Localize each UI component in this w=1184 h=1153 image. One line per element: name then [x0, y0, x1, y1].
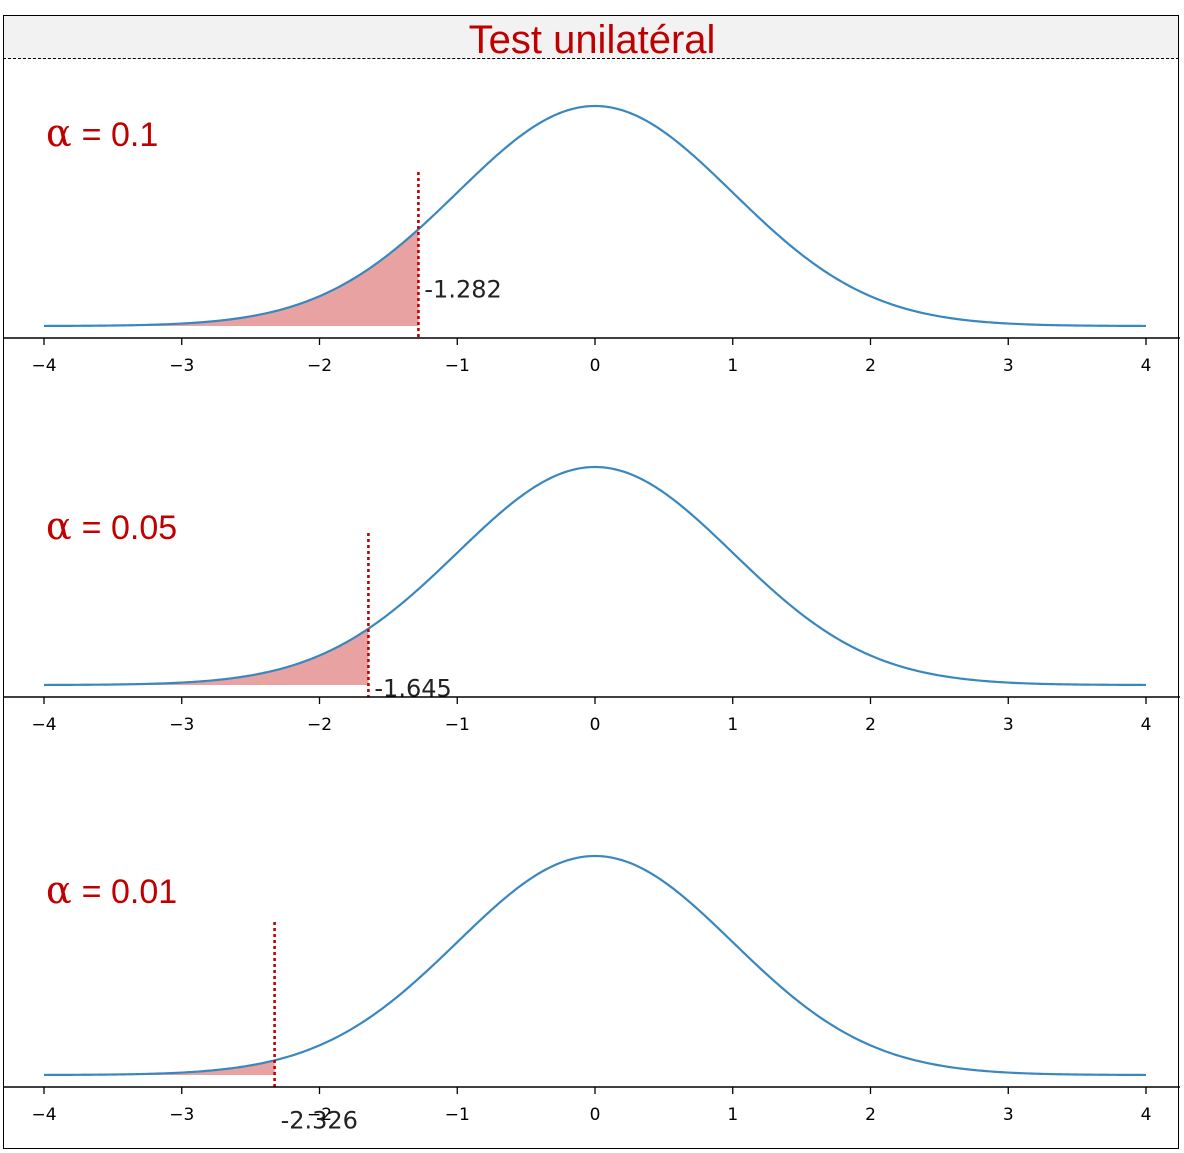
x-tick-label: 1: [727, 1105, 738, 1125]
x-tick-label: 0: [590, 715, 601, 735]
chart-panel-1: -1.282 −4 −3 −2 −1 0 1 2 3 4 α = 0.1: [4, 104, 1180, 376]
title-bar: [3, 15, 1179, 59]
x-tick-label: −2: [307, 1105, 332, 1125]
alpha-symbol: α: [46, 868, 72, 912]
x-tick-label: 2: [865, 356, 876, 376]
x-tick-label: −4: [31, 715, 56, 735]
alpha-value: = 0.1: [82, 116, 159, 154]
x-tick-label: −2: [307, 715, 332, 735]
alpha-label: α = 0.01: [46, 868, 177, 912]
x-tick-label: −3: [169, 715, 194, 735]
x-tick-label: −3: [169, 1105, 194, 1125]
x-tick-label: 0: [590, 1105, 601, 1125]
x-tick-label: 4: [1141, 1105, 1152, 1125]
critical-value-label: -2.326: [281, 1106, 358, 1134]
x-tick-label: 2: [865, 715, 876, 735]
x-tick-label: −1: [445, 1105, 470, 1125]
rejection-area: [44, 229, 419, 326]
x-tick-label: 4: [1141, 356, 1152, 376]
x-tick-label: 4: [1141, 715, 1152, 735]
alpha-label: α = 0.05: [46, 504, 177, 548]
critical-value-label: -1.282: [424, 275, 501, 303]
rejection-area: [44, 628, 369, 685]
x-tick-label: 3: [1003, 1105, 1014, 1125]
x-tick-label: −3: [169, 356, 194, 376]
alpha-value: = 0.05: [82, 509, 177, 547]
x-tick-label: −2: [307, 356, 332, 376]
x-tick-label: 3: [1003, 356, 1014, 376]
x-tick-label: −1: [445, 356, 470, 376]
density-curve: [43, 465, 1147, 687]
density-curve: [43, 104, 1147, 328]
x-tick-label: 3: [1003, 715, 1014, 735]
figure-frame: [3, 15, 1179, 1149]
critical-value-label: -1.645: [374, 675, 451, 703]
alpha-symbol: α: [46, 504, 72, 548]
chart-panel-2: -1.645 −4 −3 −2 −1 0 1 2 3 4 α = 0.05: [4, 465, 1180, 735]
x-tick-label: −4: [31, 1105, 56, 1125]
x-tick-label: 1: [727, 356, 738, 376]
alpha-value: = 0.01: [82, 873, 177, 911]
alpha-symbol: α: [46, 111, 72, 155]
density-curve: [43, 854, 1147, 1077]
x-tick-label: 0: [590, 356, 601, 376]
x-tick-label: −4: [31, 356, 56, 376]
figure-title: Test unilatéral: [468, 18, 716, 62]
x-tick-label: 2: [865, 1105, 876, 1125]
x-tick-label: 1: [727, 715, 738, 735]
chart-panel-3: -2.326 −4 −3 −2 −1 0 1 2 3 4 α = 0.01: [4, 854, 1180, 1134]
x-tick-label: −1: [445, 715, 470, 735]
alpha-label: α = 0.1: [46, 111, 158, 155]
rejection-area: [44, 1060, 275, 1075]
